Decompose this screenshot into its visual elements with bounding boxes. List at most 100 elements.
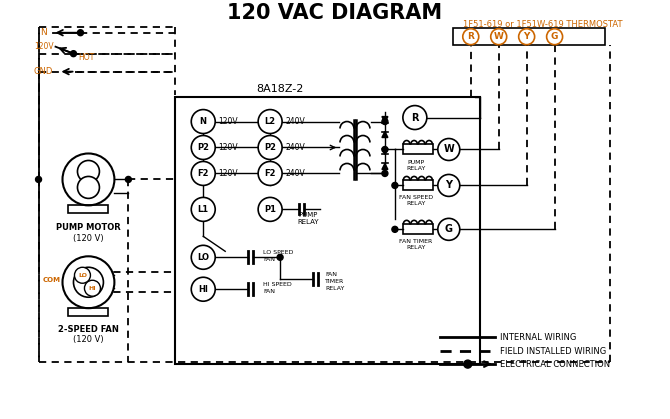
- Circle shape: [519, 29, 535, 45]
- Text: 120V: 120V: [218, 169, 238, 178]
- Polygon shape: [382, 116, 388, 122]
- Text: 1F51-619 or 1F51W-619 THERMOSTAT: 1F51-619 or 1F51W-619 THERMOSTAT: [463, 20, 622, 29]
- Text: HI SPEED: HI SPEED: [263, 282, 292, 287]
- Circle shape: [463, 29, 479, 45]
- Text: 240V: 240V: [285, 143, 305, 152]
- Circle shape: [191, 109, 215, 134]
- Text: FAN: FAN: [263, 257, 275, 262]
- Circle shape: [125, 176, 131, 182]
- Text: R: R: [467, 32, 474, 41]
- Bar: [403, 145, 433, 155]
- Text: RELAY: RELAY: [406, 245, 425, 250]
- Circle shape: [490, 29, 507, 45]
- Polygon shape: [382, 132, 388, 137]
- Text: FAN: FAN: [263, 289, 275, 294]
- Circle shape: [258, 161, 282, 186]
- Text: COM: COM: [42, 277, 60, 283]
- Text: 240V: 240V: [285, 169, 305, 178]
- Circle shape: [78, 176, 99, 199]
- Polygon shape: [382, 163, 388, 169]
- Text: N: N: [200, 117, 207, 126]
- Circle shape: [74, 267, 90, 283]
- Text: W: W: [494, 32, 504, 41]
- Circle shape: [258, 197, 282, 221]
- Text: F2: F2: [265, 169, 276, 178]
- Circle shape: [191, 197, 215, 221]
- Text: 120 VAC DIAGRAM: 120 VAC DIAGRAM: [227, 3, 443, 23]
- Circle shape: [382, 171, 388, 176]
- Circle shape: [438, 139, 460, 160]
- Text: 240V: 240V: [285, 117, 305, 126]
- Text: FAN TIMER: FAN TIMER: [399, 239, 432, 244]
- Text: P2: P2: [264, 143, 276, 152]
- Text: PUMP MOTOR: PUMP MOTOR: [56, 223, 121, 232]
- Text: 120V: 120V: [218, 117, 238, 126]
- Text: L2: L2: [265, 117, 275, 126]
- Circle shape: [191, 135, 215, 160]
- Text: Y: Y: [446, 181, 452, 190]
- Text: (120 V): (120 V): [73, 335, 104, 344]
- Circle shape: [191, 277, 215, 301]
- Text: FAN: FAN: [325, 272, 337, 277]
- Circle shape: [74, 267, 103, 297]
- Circle shape: [392, 226, 398, 233]
- Bar: [68, 308, 109, 316]
- Text: RELAY: RELAY: [325, 286, 344, 291]
- Circle shape: [403, 106, 427, 129]
- Text: (120 V): (120 V): [73, 234, 104, 243]
- Text: HI: HI: [88, 286, 96, 291]
- Circle shape: [464, 360, 472, 368]
- Text: FIELD INSTALLED WIRING: FIELD INSTALLED WIRING: [500, 347, 606, 356]
- Text: P1: P1: [264, 205, 276, 214]
- Text: TIMER: TIMER: [325, 279, 344, 284]
- Text: L1: L1: [198, 205, 209, 214]
- Text: HOT: HOT: [78, 53, 94, 62]
- Text: PUMP: PUMP: [298, 212, 318, 218]
- Text: LO SPEED: LO SPEED: [263, 250, 293, 255]
- Bar: [68, 205, 109, 213]
- Text: RELAY: RELAY: [406, 201, 425, 206]
- Circle shape: [62, 256, 115, 308]
- Text: LO: LO: [197, 253, 209, 262]
- Text: W: W: [444, 145, 454, 155]
- Circle shape: [392, 182, 398, 189]
- Circle shape: [78, 160, 99, 182]
- Circle shape: [191, 245, 215, 269]
- Text: 2-SPEED FAN: 2-SPEED FAN: [58, 325, 119, 334]
- Text: G: G: [551, 32, 558, 41]
- Circle shape: [382, 147, 388, 153]
- Bar: [176, 97, 480, 364]
- Circle shape: [78, 30, 84, 36]
- Bar: [403, 224, 433, 234]
- Text: 8A18Z-2: 8A18Z-2: [257, 84, 304, 93]
- Text: HI: HI: [198, 285, 208, 294]
- Text: INTERNAL WIRING: INTERNAL WIRING: [500, 333, 576, 341]
- Bar: [453, 28, 604, 45]
- Text: 120V: 120V: [34, 42, 54, 51]
- Text: Y: Y: [523, 32, 530, 41]
- Text: GND: GND: [34, 67, 53, 76]
- Text: 120V: 120V: [218, 143, 238, 152]
- Circle shape: [382, 119, 388, 124]
- Circle shape: [258, 109, 282, 134]
- Text: FAN SPEED: FAN SPEED: [399, 195, 433, 200]
- Text: P2: P2: [197, 143, 209, 152]
- Text: R: R: [411, 113, 419, 122]
- Text: RELAY: RELAY: [297, 220, 319, 225]
- Circle shape: [84, 280, 100, 296]
- Text: RELAY: RELAY: [406, 166, 425, 171]
- Text: PUMP: PUMP: [407, 160, 424, 165]
- Bar: [403, 181, 433, 190]
- Circle shape: [62, 153, 115, 205]
- Text: N: N: [40, 28, 47, 37]
- Circle shape: [36, 176, 42, 182]
- Circle shape: [258, 135, 282, 160]
- Text: ELECTRICAL CONNECTION: ELECTRICAL CONNECTION: [500, 360, 610, 369]
- Polygon shape: [382, 148, 388, 155]
- Circle shape: [547, 29, 563, 45]
- Circle shape: [438, 218, 460, 241]
- Circle shape: [191, 161, 215, 186]
- Circle shape: [277, 254, 283, 260]
- Circle shape: [438, 174, 460, 197]
- Text: F2: F2: [198, 169, 209, 178]
